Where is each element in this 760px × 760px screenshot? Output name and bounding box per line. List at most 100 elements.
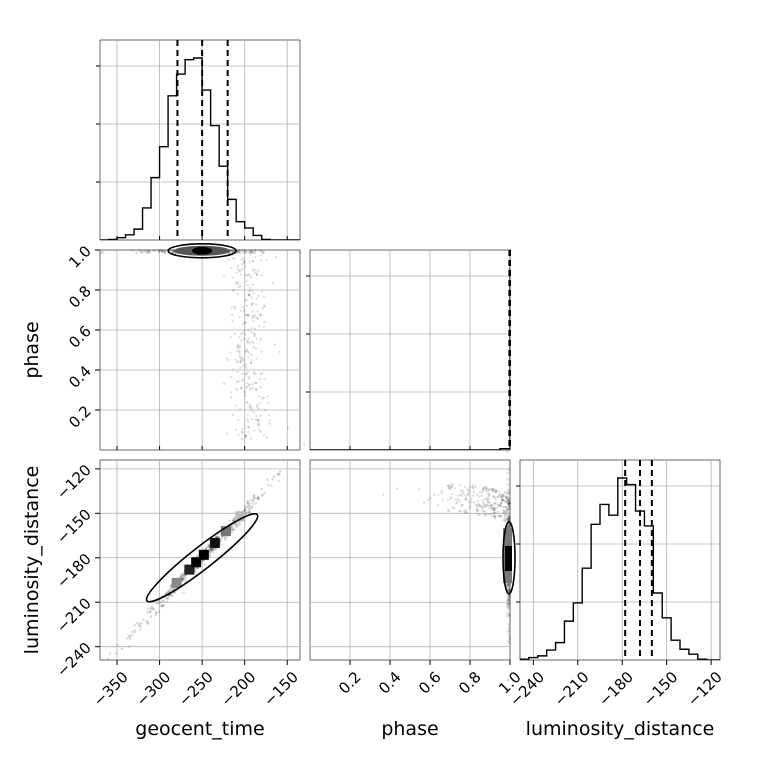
scatter-point: [508, 601, 512, 605]
scatter-point: [493, 511, 496, 514]
scatter-point: [499, 495, 502, 499]
scatter-point: [461, 503, 464, 507]
scatter-point: [252, 319, 255, 323]
scatter-point: [248, 405, 251, 408]
scatter-point: [507, 515, 511, 519]
scatter-point: [507, 503, 511, 506]
scatter-point: [261, 307, 265, 310]
scatter-point: [481, 489, 484, 492]
scatter-point: [234, 387, 237, 391]
scatter-point: [422, 501, 426, 505]
scatter-point: [466, 492, 470, 496]
scatter-point: [247, 328, 250, 332]
scatter-point: [235, 281, 239, 284]
scatter-point: [232, 413, 235, 417]
scatter-point: [507, 601, 511, 605]
scatter-point: [286, 426, 290, 430]
scatter-point: [449, 496, 452, 499]
scatter-point: [263, 408, 267, 412]
scatter-point: [492, 495, 495, 498]
scatter-point: [250, 353, 253, 357]
scatter-point: [248, 260, 252, 263]
scatter-point: [209, 547, 213, 551]
scatter-point: [243, 261, 246, 264]
scatter-point: [473, 501, 476, 504]
scatter-point: [459, 494, 463, 497]
scatter-point: [502, 495, 505, 498]
scatter-point: [258, 378, 262, 381]
scatter-point: [133, 623, 136, 627]
scatter-point: [472, 483, 475, 487]
scatter-point: [502, 499, 505, 502]
scatter-point: [450, 486, 454, 489]
scatter-point: [272, 475, 276, 478]
scatter-point: [502, 498, 505, 502]
scatter-point: [172, 250, 175, 254]
scatter-point: [244, 251, 247, 254]
scatter-point: [243, 391, 246, 394]
scatter-point: [250, 409, 254, 412]
scatter-point: [455, 502, 458, 505]
scatter-point: [235, 370, 239, 374]
scatter-point: [503, 519, 506, 523]
scatter-point: [507, 491, 510, 495]
scatter-point: [145, 251, 149, 254]
scatter-point: [256, 496, 259, 500]
scatter-point: [257, 422, 260, 426]
scatter-point: [493, 508, 497, 512]
scatter-point: [459, 483, 462, 487]
scatter-point: [462, 493, 466, 496]
scatter-point: [99, 251, 103, 255]
scatter-point: [507, 499, 510, 502]
scatter-point: [160, 594, 164, 597]
scatter-point: [487, 488, 490, 491]
scatter-point: [250, 315, 254, 318]
scatter-point: [484, 505, 487, 508]
scatter-point: [154, 611, 158, 614]
scatter-point: [493, 506, 497, 510]
scatter-point: [259, 414, 262, 417]
scatter-point: [248, 293, 251, 296]
scatter-point: [241, 263, 244, 266]
scatter-point: [505, 495, 509, 499]
scatter-point: [258, 402, 261, 405]
scatter-point: [249, 388, 252, 392]
scatter-point: [261, 251, 265, 254]
scatter-point: [507, 517, 510, 521]
scatter-point: [257, 497, 260, 500]
scatter-point: [429, 497, 432, 500]
scatter-point: [507, 582, 511, 586]
scatter-point: [209, 549, 212, 552]
scatter-point: [181, 579, 184, 582]
scatter-point: [238, 522, 242, 526]
xlabel-luminosity-distance: luminosity_distance: [526, 718, 715, 740]
scatter-point: [504, 491, 508, 494]
scatter-point: [487, 501, 490, 504]
scatter-point: [244, 504, 247, 508]
scatter-point: [165, 597, 169, 601]
scatter-point: [501, 493, 505, 496]
scatter-point: [484, 514, 487, 517]
scatter-point: [504, 514, 507, 517]
scatter-point: [163, 250, 167, 254]
scatter-point: [115, 652, 118, 655]
scatter-point: [247, 293, 251, 296]
scatter-point: [153, 249, 157, 253]
scatter-point: [506, 525, 510, 528]
scatter-point: [461, 491, 464, 495]
scatter-point: [180, 573, 183, 577]
scatter-point: [492, 508, 496, 512]
scatter-point: [253, 251, 256, 255]
scatter-point: [492, 495, 495, 498]
scatter-point: [471, 486, 474, 489]
scatter-point: [163, 249, 166, 252]
scatter-point: [142, 250, 145, 253]
scatter-point: [493, 515, 496, 518]
scatter-point: [246, 340, 250, 343]
scatter-point: [492, 489, 495, 493]
scatter-point: [484, 489, 487, 493]
scatter-point: [165, 596, 168, 600]
scatter-point: [247, 430, 250, 434]
scatter-point: [247, 425, 251, 429]
scatter-point: [139, 621, 143, 625]
